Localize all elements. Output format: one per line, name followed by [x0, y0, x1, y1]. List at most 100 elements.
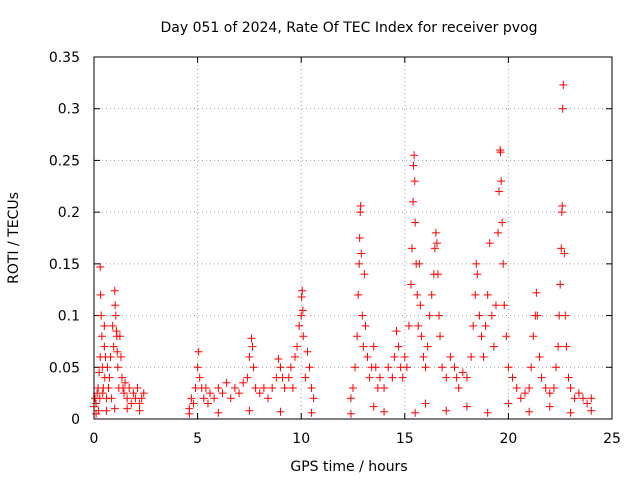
y-tick-label: 0.2: [58, 205, 80, 221]
data-point: [127, 399, 136, 408]
data-point: [419, 352, 428, 361]
data-point: [446, 352, 455, 361]
data-point: [189, 399, 198, 408]
data-point: [500, 301, 509, 310]
data-point: [307, 383, 316, 392]
data-point: [433, 270, 442, 279]
data-point: [566, 383, 575, 392]
data-point: [298, 306, 307, 315]
data-point: [199, 394, 208, 403]
data-point: [375, 373, 384, 382]
data-point: [235, 389, 244, 398]
data-point: [545, 402, 554, 411]
data-point: [301, 373, 310, 382]
data-point: [286, 363, 295, 372]
data-point: [185, 409, 194, 418]
data-point: [402, 363, 411, 372]
data-point: [351, 363, 360, 372]
data-point: [369, 402, 378, 411]
data-point: [532, 288, 541, 297]
data-point: [111, 311, 120, 320]
data-point: [527, 363, 536, 372]
data-point: [450, 363, 459, 372]
data-point: [494, 228, 503, 237]
data-point: [438, 363, 447, 372]
grid-lines: [94, 57, 612, 419]
data-point: [255, 389, 264, 398]
y-tick-label: 0.35: [49, 50, 80, 66]
data-point: [583, 399, 592, 408]
data-point: [110, 286, 119, 295]
data-point: [557, 244, 566, 253]
data-point: [408, 244, 417, 253]
data-point: [299, 332, 308, 341]
data-point: [290, 352, 299, 361]
data-point: [410, 177, 419, 186]
y-tick-label: 0.3: [58, 102, 80, 118]
data-point: [103, 363, 112, 372]
data-point: [297, 311, 306, 320]
data-point: [359, 342, 368, 351]
data-point: [123, 404, 132, 413]
data-point: [365, 373, 374, 382]
plot-frame: [93, 56, 613, 420]
data-point: [363, 352, 372, 361]
x-tick-label: 15: [396, 431, 414, 447]
data-point: [409, 197, 418, 206]
data-point: [96, 290, 105, 299]
data-point: [421, 399, 430, 408]
data-point: [411, 218, 420, 227]
data-point: [409, 161, 418, 170]
data-point: [454, 383, 463, 392]
data-point: [206, 389, 215, 398]
data-point: [479, 352, 488, 361]
data-point: [458, 368, 467, 377]
data-point: [268, 383, 277, 392]
data-point: [129, 389, 138, 398]
data-point: [259, 383, 268, 392]
data-point: [587, 394, 596, 403]
data-point: [276, 363, 285, 372]
data-point: [434, 311, 443, 320]
data-point: [452, 373, 461, 382]
data-point: [92, 399, 101, 408]
data-point: [512, 383, 521, 392]
data-point: [100, 342, 109, 351]
data-point: [525, 407, 534, 416]
data-point: [425, 311, 434, 320]
data-point: [193, 363, 202, 372]
data-point: [564, 373, 573, 382]
data-point: [483, 290, 492, 299]
data-point: [404, 321, 413, 330]
data-point: [214, 408, 223, 417]
data-point: [398, 373, 407, 382]
y-tick-label: 0.05: [49, 360, 80, 376]
data-point: [113, 347, 122, 356]
data-point: [111, 301, 120, 310]
data-point: [566, 408, 575, 417]
data-point: [353, 332, 362, 341]
data-point: [371, 363, 380, 372]
data-point: [95, 368, 104, 377]
data-point: [187, 394, 196, 403]
y-tick-label: 0: [71, 412, 80, 428]
data-point: [97, 311, 106, 320]
data-point: [105, 373, 114, 382]
data-point: [421, 363, 430, 372]
data-point: [98, 389, 107, 398]
data-point: [214, 383, 223, 392]
data-point: [525, 383, 534, 392]
data-point: [430, 244, 439, 253]
data-point: [570, 394, 579, 403]
data-point: [243, 373, 252, 382]
data-point: [471, 290, 480, 299]
data-point: [485, 239, 494, 248]
data-point: [195, 373, 204, 382]
data-point: [491, 301, 500, 310]
data-point: [369, 342, 378, 351]
data-point: [121, 378, 130, 387]
data-point: [495, 187, 504, 196]
data-point: [210, 394, 219, 403]
data-point: [473, 270, 482, 279]
